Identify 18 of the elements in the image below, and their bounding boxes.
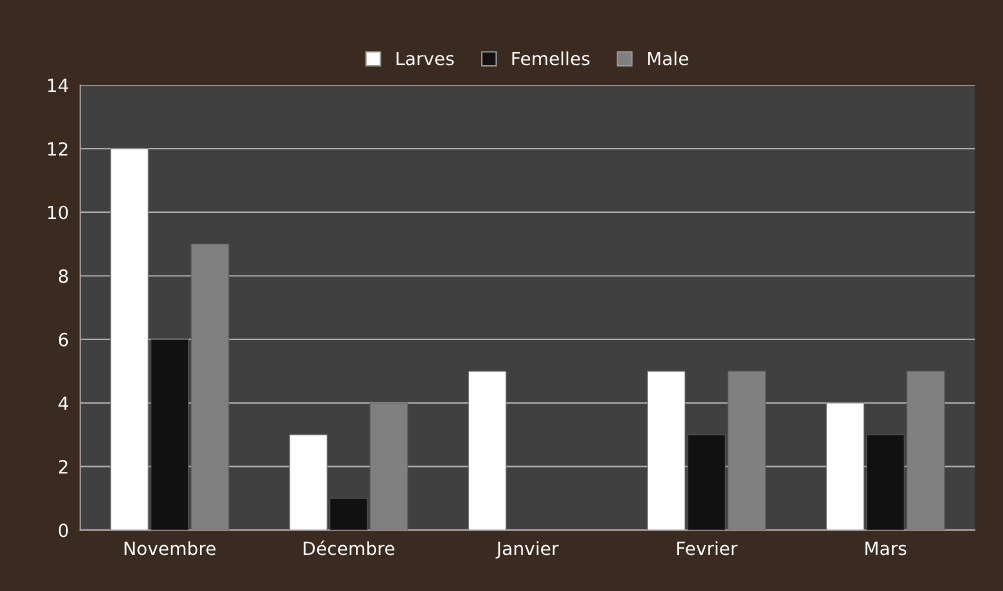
y-tick-label: 6 — [58, 332, 68, 347]
y-tick-label: 0 — [58, 523, 68, 538]
y-tick-label: 2 — [58, 460, 68, 474]
y-tick-label: 8 — [58, 269, 68, 283]
x-tick-label: Novembre — [124, 541, 216, 556]
y-tick-label: 4 — [58, 396, 69, 410]
bar — [190, 243, 230, 531]
y-tick-label: 14 — [48, 78, 69, 92]
legend-label: Larves — [396, 51, 454, 66]
y-tick-label: 12 — [48, 142, 68, 156]
y-tick-label: 10 — [48, 205, 68, 220]
legend-label: Femelles — [512, 51, 590, 66]
x-tick-label: Mars — [865, 541, 907, 556]
x-tick-label: Décembre — [303, 540, 395, 556]
legend-label: Male — [648, 51, 689, 66]
x-tick-label: Janvier — [495, 541, 559, 559]
bar — [468, 370, 507, 531]
x-tick-label: Fevrier — [677, 541, 738, 556]
